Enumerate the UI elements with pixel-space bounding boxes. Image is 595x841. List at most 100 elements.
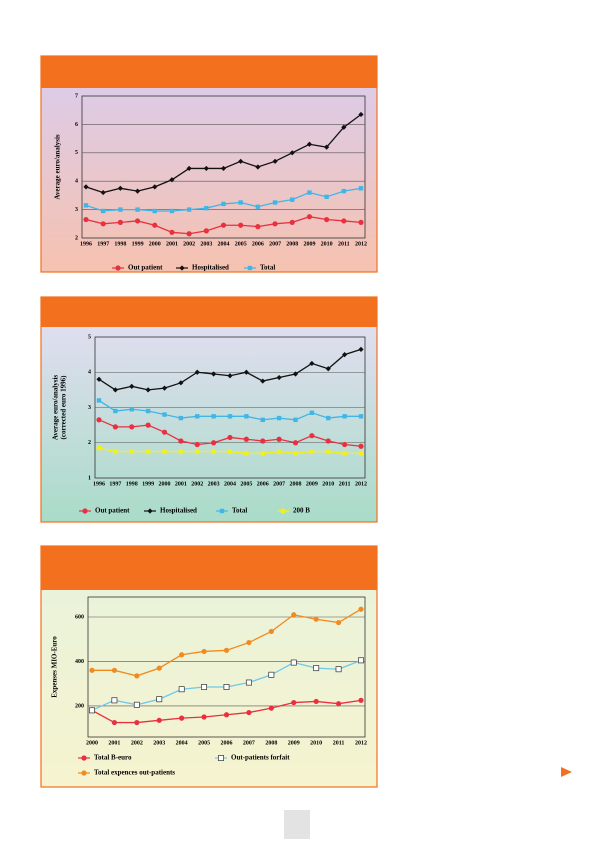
x-tick-label: 2007 (273, 481, 285, 487)
marker (201, 648, 207, 655)
marker (117, 219, 123, 225)
marker (238, 158, 244, 164)
marker (227, 448, 233, 455)
marker (135, 207, 140, 212)
marker (243, 450, 249, 456)
x-tick-label: 2005 (198, 740, 210, 746)
marker (358, 606, 364, 612)
marker (89, 707, 95, 714)
marker (293, 417, 298, 423)
x-tick-label: 1997 (109, 481, 121, 487)
marker (118, 207, 123, 212)
x-tick-label: 2011 (338, 241, 350, 247)
marker (276, 374, 282, 381)
x-tick-label: 1999 (142, 481, 154, 487)
x-tick-label: 2008 (286, 241, 298, 247)
legend-label: 200 B (293, 507, 310, 515)
marker (341, 124, 347, 130)
x-tick-label: 2000 (149, 241, 161, 247)
x-tick-label: 2001 (175, 481, 187, 487)
x-tick-label: 2002 (131, 740, 143, 746)
marker (211, 414, 216, 419)
x-tick-label: 2001 (166, 241, 178, 247)
marker (223, 684, 230, 690)
marker (221, 201, 226, 207)
x-tick-label: 2012 (355, 740, 367, 746)
marker (243, 369, 249, 375)
y-tick-label: 200 (75, 703, 84, 709)
marker (358, 414, 364, 419)
marker (223, 647, 230, 653)
marker (152, 208, 157, 214)
x-tick-label: 2010 (321, 241, 333, 247)
marker (358, 450, 364, 456)
marker (145, 387, 151, 393)
x-tick-label: 2006 (252, 241, 264, 247)
x-tick-label: 2009 (303, 241, 315, 247)
marker (358, 443, 364, 449)
marker (238, 222, 244, 228)
x-tick-label: 1997 (97, 241, 109, 247)
x-tick-label: 1998 (114, 241, 126, 247)
marker (195, 414, 200, 419)
marker (161, 429, 168, 435)
marker (134, 673, 140, 679)
marker (358, 219, 364, 225)
marker (169, 208, 175, 214)
marker (186, 207, 192, 212)
panel (40, 55, 378, 273)
x-tick-label: 2005 (240, 481, 252, 487)
y-tick-label: 4 (88, 370, 91, 376)
marker (129, 407, 134, 412)
y-tick-label: 4 (75, 179, 78, 185)
marker (186, 165, 192, 172)
marker (358, 346, 364, 352)
x-tick-label: 2006 (257, 481, 269, 487)
marker (291, 699, 297, 706)
marker (169, 177, 175, 183)
marker (211, 448, 217, 455)
marker (186, 231, 192, 237)
marker (306, 141, 313, 147)
legend-marker (247, 265, 253, 271)
marker (83, 203, 89, 208)
marker (325, 448, 331, 455)
x-tick-label: 2010 (322, 481, 334, 487)
marker (161, 385, 168, 391)
legend-label: Out-patients forfait (231, 754, 290, 762)
marker (223, 712, 230, 718)
marker (134, 719, 140, 726)
marker (112, 448, 118, 455)
marker (100, 221, 106, 227)
marker (342, 450, 348, 456)
marker (100, 208, 106, 214)
marker (100, 189, 106, 196)
x-tick-label: 2004 (224, 481, 236, 487)
marker (203, 165, 209, 172)
marker (358, 186, 364, 191)
marker (260, 450, 266, 456)
y-tick-label: 1 (88, 475, 91, 481)
marker (289, 150, 295, 156)
marker (89, 667, 95, 673)
panel (40, 296, 378, 523)
marker (156, 717, 162, 723)
x-tick-label: 2003 (153, 740, 165, 746)
marker (313, 698, 319, 705)
marker (313, 665, 320, 672)
marker (246, 639, 252, 646)
marker (306, 214, 313, 220)
marker (309, 410, 315, 415)
legend-marker (81, 770, 87, 776)
legend-marker (147, 508, 153, 514)
marker (156, 665, 162, 671)
marker (358, 697, 364, 703)
marker (260, 438, 266, 444)
marker (178, 686, 185, 693)
marker (178, 438, 184, 444)
marker (272, 158, 278, 164)
marker (324, 144, 330, 150)
marker (96, 417, 102, 423)
marker (112, 424, 118, 430)
